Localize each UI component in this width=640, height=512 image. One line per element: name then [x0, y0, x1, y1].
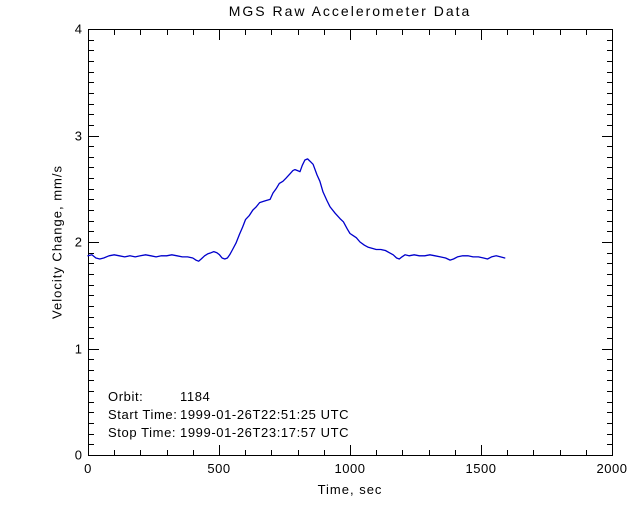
y-tick-label: 2: [74, 234, 82, 250]
x-tick-label: 0: [84, 461, 92, 476]
x-tick-label: 500: [207, 461, 231, 476]
chart-title: MGS Raw Accelerometer Data: [228, 3, 472, 19]
y-axis-label: Velocity Change, mm/s: [49, 165, 65, 319]
orbit-label: Orbit:: [108, 389, 144, 404]
annotation-orbit: Orbit: 1184: [108, 388, 349, 406]
stop-time-value: 1999-01-26T23:17:57 UTC: [180, 425, 350, 440]
x-tick-label: 1500: [465, 461, 497, 476]
orbit-value: 1184: [180, 389, 211, 404]
annotation-stop-time: Stop Time: 1999-01-26T23:17:57 UTC: [108, 424, 349, 442]
stop-time-label: Stop Time:: [108, 425, 177, 440]
x-tick-label: 1000: [334, 461, 366, 476]
y-tick-label: 0: [74, 447, 82, 463]
annotation-start-time: Start Time: 1999-01-26T22:51:25 UTC: [108, 406, 349, 424]
annotation-block: Orbit: 1184 Start Time: 1999-01-26T22:51:2…: [108, 388, 349, 442]
y-tick-label: 4: [74, 21, 82, 37]
start-time-value: 1999-01-26T22:51:25 UTC: [180, 407, 350, 422]
x-tick-label: 2000: [596, 461, 628, 476]
y-tick-label: 3: [74, 128, 82, 143]
x-axis-label: Time, sec: [317, 482, 383, 497]
start-time-label: Start Time:: [108, 407, 178, 422]
data-series-line: [87, 158, 506, 262]
y-tick-label: 1: [74, 341, 82, 356]
axis-frame: [88, 29, 613, 456]
